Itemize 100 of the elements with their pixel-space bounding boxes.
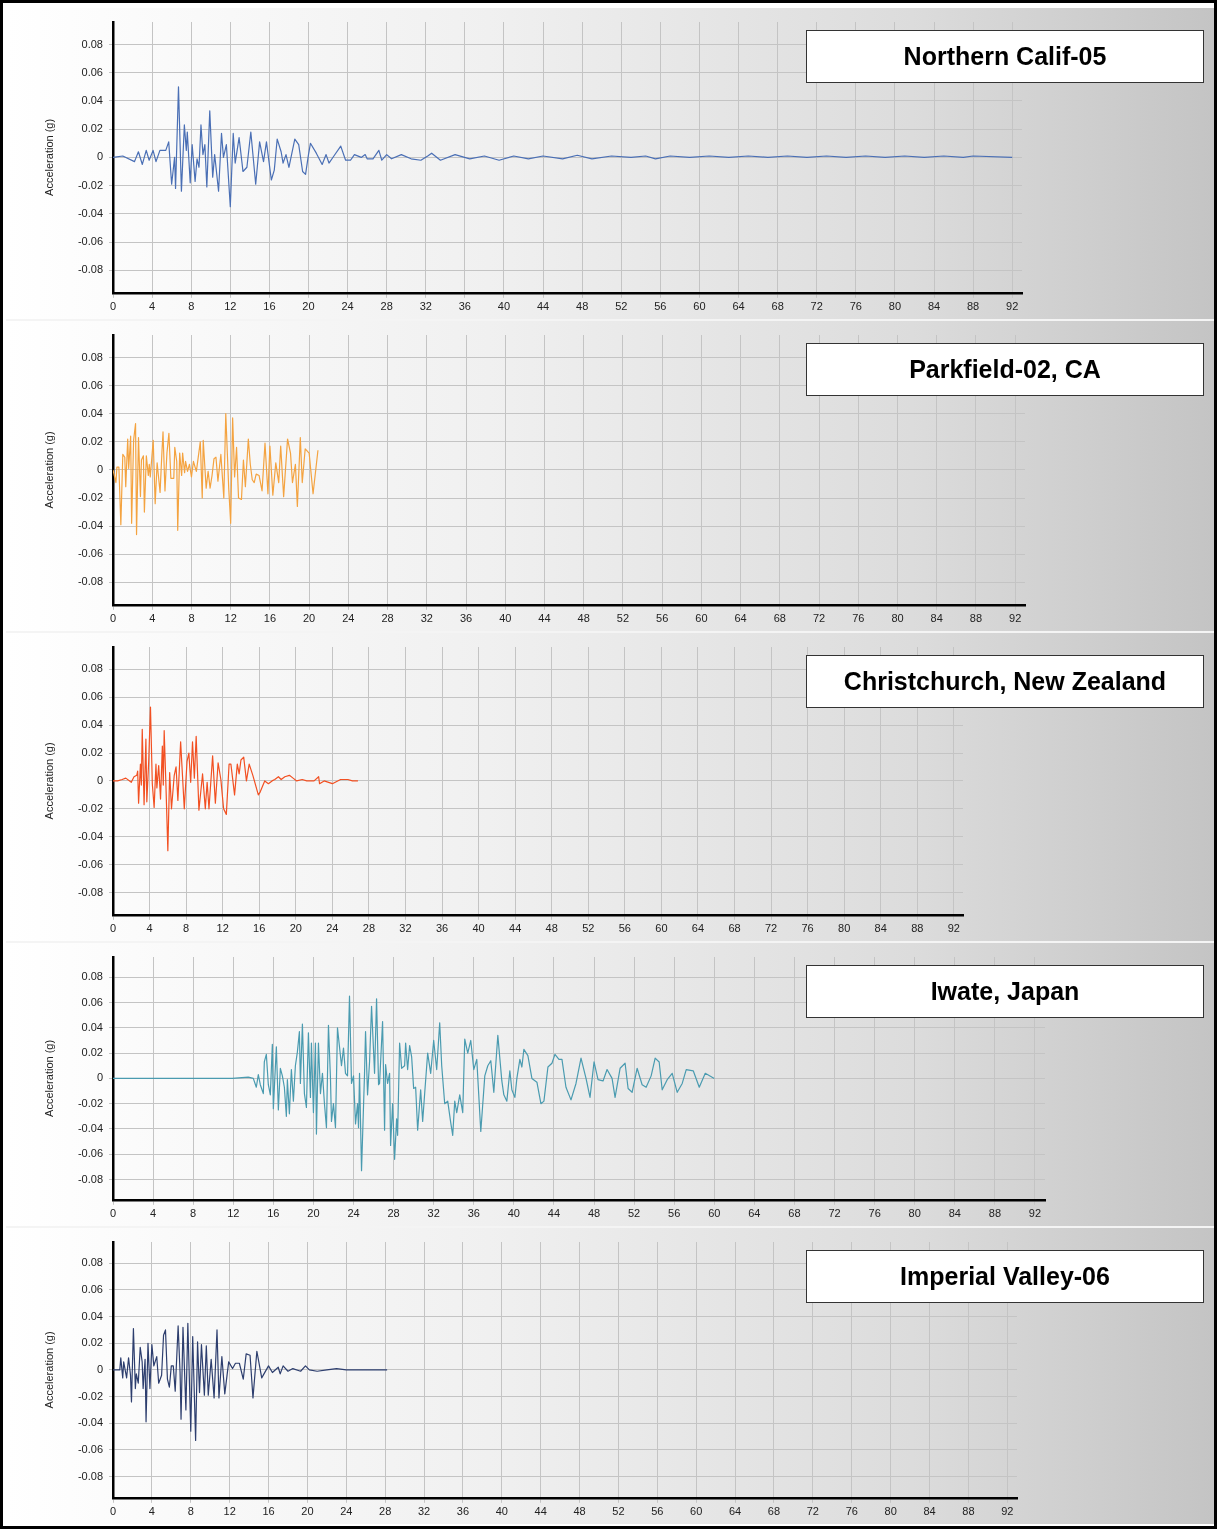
x-tick-label: 24 bbox=[326, 922, 339, 935]
x-tick-label: 84 bbox=[948, 1207, 961, 1220]
x-tick-label: 68 bbox=[773, 612, 786, 625]
x-tick-label: 12 bbox=[216, 922, 229, 935]
x-tick-label: 4 bbox=[150, 1207, 157, 1220]
x-tick-label: 68 bbox=[767, 1505, 781, 1518]
x-tick-label: 0 bbox=[109, 300, 117, 313]
x-tick-label: 44 bbox=[547, 1207, 561, 1220]
y-tick-label: -0.04 bbox=[77, 829, 103, 842]
x-tick-label: 48 bbox=[576, 300, 589, 313]
x-tick-label: 80 bbox=[884, 1505, 897, 1518]
x-tick-label: 72 bbox=[806, 1505, 819, 1518]
label-box: Northern Calif-05 bbox=[806, 30, 1204, 83]
x-tick-label: 12 bbox=[224, 612, 237, 625]
x-tick-label: 72 bbox=[812, 612, 826, 625]
x-tick-label: 76 bbox=[868, 1207, 881, 1220]
y-axis-title: Acceleration (g) bbox=[42, 118, 55, 196]
y-tick-label: 0.08 bbox=[81, 350, 103, 363]
x-tick-label: 16 bbox=[253, 922, 266, 935]
x-tick-label: 56 bbox=[654, 300, 667, 313]
x-tick-label: 8 bbox=[188, 300, 195, 313]
x-tick-label: 64 bbox=[728, 1505, 742, 1518]
x-tick-label: 32 bbox=[419, 300, 432, 313]
x-tick-label: 32 bbox=[417, 1505, 431, 1518]
y-tick-label: 0.02 bbox=[81, 434, 103, 447]
y-tick-label: 0.04 bbox=[81, 406, 103, 419]
x-tick-label: 4 bbox=[148, 1505, 155, 1518]
x-tick-label: 16 bbox=[263, 612, 277, 625]
y-tick-label: -0.08 bbox=[77, 263, 103, 276]
y-tick-label: -0.06 bbox=[77, 235, 103, 248]
x-tick-label: 76 bbox=[845, 1505, 858, 1518]
y-tick-label: -0.04 bbox=[77, 206, 103, 219]
x-tick-label: 72 bbox=[764, 922, 778, 935]
x-tick-label: 24 bbox=[341, 300, 354, 313]
x-tick-label: 68 bbox=[788, 1207, 801, 1220]
x-tick-label: 52 bbox=[615, 300, 628, 313]
x-tick-label: 20 bbox=[307, 1207, 320, 1220]
x-tick-label: 44 bbox=[509, 922, 522, 935]
x-tick-label: 84 bbox=[927, 300, 941, 313]
x-tick-label: 24 bbox=[340, 1505, 353, 1518]
x-tick-label: 4 bbox=[146, 922, 153, 935]
y-tick-label: 0.06 bbox=[81, 65, 103, 78]
x-tick-label: 28 bbox=[387, 1207, 400, 1220]
y-tick-label: -0.06 bbox=[77, 547, 103, 560]
x-tick-label: 88 bbox=[962, 1505, 975, 1518]
y-axis-title: Acceleration (g) bbox=[42, 742, 55, 820]
y-tick-label: 0.06 bbox=[81, 1282, 103, 1295]
y-tick-label: -0.06 bbox=[77, 857, 103, 870]
x-tick-label: 32 bbox=[427, 1207, 440, 1220]
label-box: Imperial Valley-06 bbox=[806, 1250, 1204, 1303]
x-tick-label: 12 bbox=[224, 300, 237, 313]
y-axis-title: Acceleration (g) bbox=[42, 1331, 55, 1409]
y-tick-label: -0.02 bbox=[77, 491, 103, 504]
x-tick-label: 56 bbox=[651, 1505, 664, 1518]
y-tick-label: 0.02 bbox=[81, 1046, 103, 1059]
x-tick-label: 88 bbox=[911, 922, 924, 935]
x-tick-label: 92 bbox=[1006, 300, 1019, 313]
x-tick-label: 52 bbox=[582, 922, 595, 935]
x-tick-label: 60 bbox=[690, 1505, 703, 1518]
y-tick-label: -0.04 bbox=[77, 1416, 103, 1429]
x-tick-label: 0 bbox=[109, 612, 117, 625]
x-tick-label: 20 bbox=[302, 300, 315, 313]
y-tick-label: 0.08 bbox=[81, 37, 103, 50]
y-tick-label: -0.02 bbox=[77, 1096, 103, 1109]
y-tick-label: -0.04 bbox=[77, 519, 103, 532]
x-tick-label: 76 bbox=[852, 612, 865, 625]
y-tick-label: 0.02 bbox=[81, 1336, 103, 1349]
x-tick-label: 64 bbox=[732, 300, 745, 313]
x-tick-label: 48 bbox=[587, 1207, 601, 1220]
x-tick-label: 68 bbox=[771, 300, 784, 313]
x-tick-label: 80 bbox=[838, 922, 851, 935]
y-tick-label: -0.08 bbox=[77, 1469, 103, 1482]
x-tick-label: 52 bbox=[616, 612, 630, 625]
x-tick-label: 36 bbox=[467, 1207, 480, 1220]
x-tick-label: 32 bbox=[420, 612, 433, 625]
x-tick-label: 0 bbox=[109, 1505, 117, 1518]
label-box: Parkfield-02, CA bbox=[806, 343, 1204, 396]
y-tick-label: 0.04 bbox=[81, 718, 103, 731]
x-tick-label: 24 bbox=[342, 612, 355, 625]
x-tick-label: 36 bbox=[456, 1505, 470, 1518]
y-tick-label: 0.08 bbox=[81, 662, 103, 675]
x-tick-label: 48 bbox=[573, 1505, 586, 1518]
x-tick-label: 56 bbox=[668, 1207, 681, 1220]
x-tick-label: 64 bbox=[748, 1207, 761, 1220]
x-tick-label: 92 bbox=[1001, 1505, 1014, 1518]
x-tick-label: 80 bbox=[891, 612, 904, 625]
y-tick-label: -0.08 bbox=[77, 885, 103, 898]
x-tick-label: 8 bbox=[188, 612, 195, 625]
y-tick-label: 0.04 bbox=[81, 1020, 103, 1033]
x-tick-label: 64 bbox=[691, 922, 705, 935]
x-tick-label: 28 bbox=[381, 612, 394, 625]
x-tick-label: 0 bbox=[109, 922, 117, 935]
x-tick-label: 76 bbox=[801, 922, 814, 935]
y-tick-label: -0.06 bbox=[77, 1442, 103, 1455]
x-tick-label: 76 bbox=[849, 300, 862, 313]
x-tick-label: 88 bbox=[967, 300, 980, 313]
y-tick-label: -0.08 bbox=[77, 1172, 103, 1185]
y-tick-label: 0.04 bbox=[81, 94, 103, 107]
y-tick-label: -0.02 bbox=[77, 178, 103, 191]
x-tick-label: 12 bbox=[227, 1207, 240, 1220]
